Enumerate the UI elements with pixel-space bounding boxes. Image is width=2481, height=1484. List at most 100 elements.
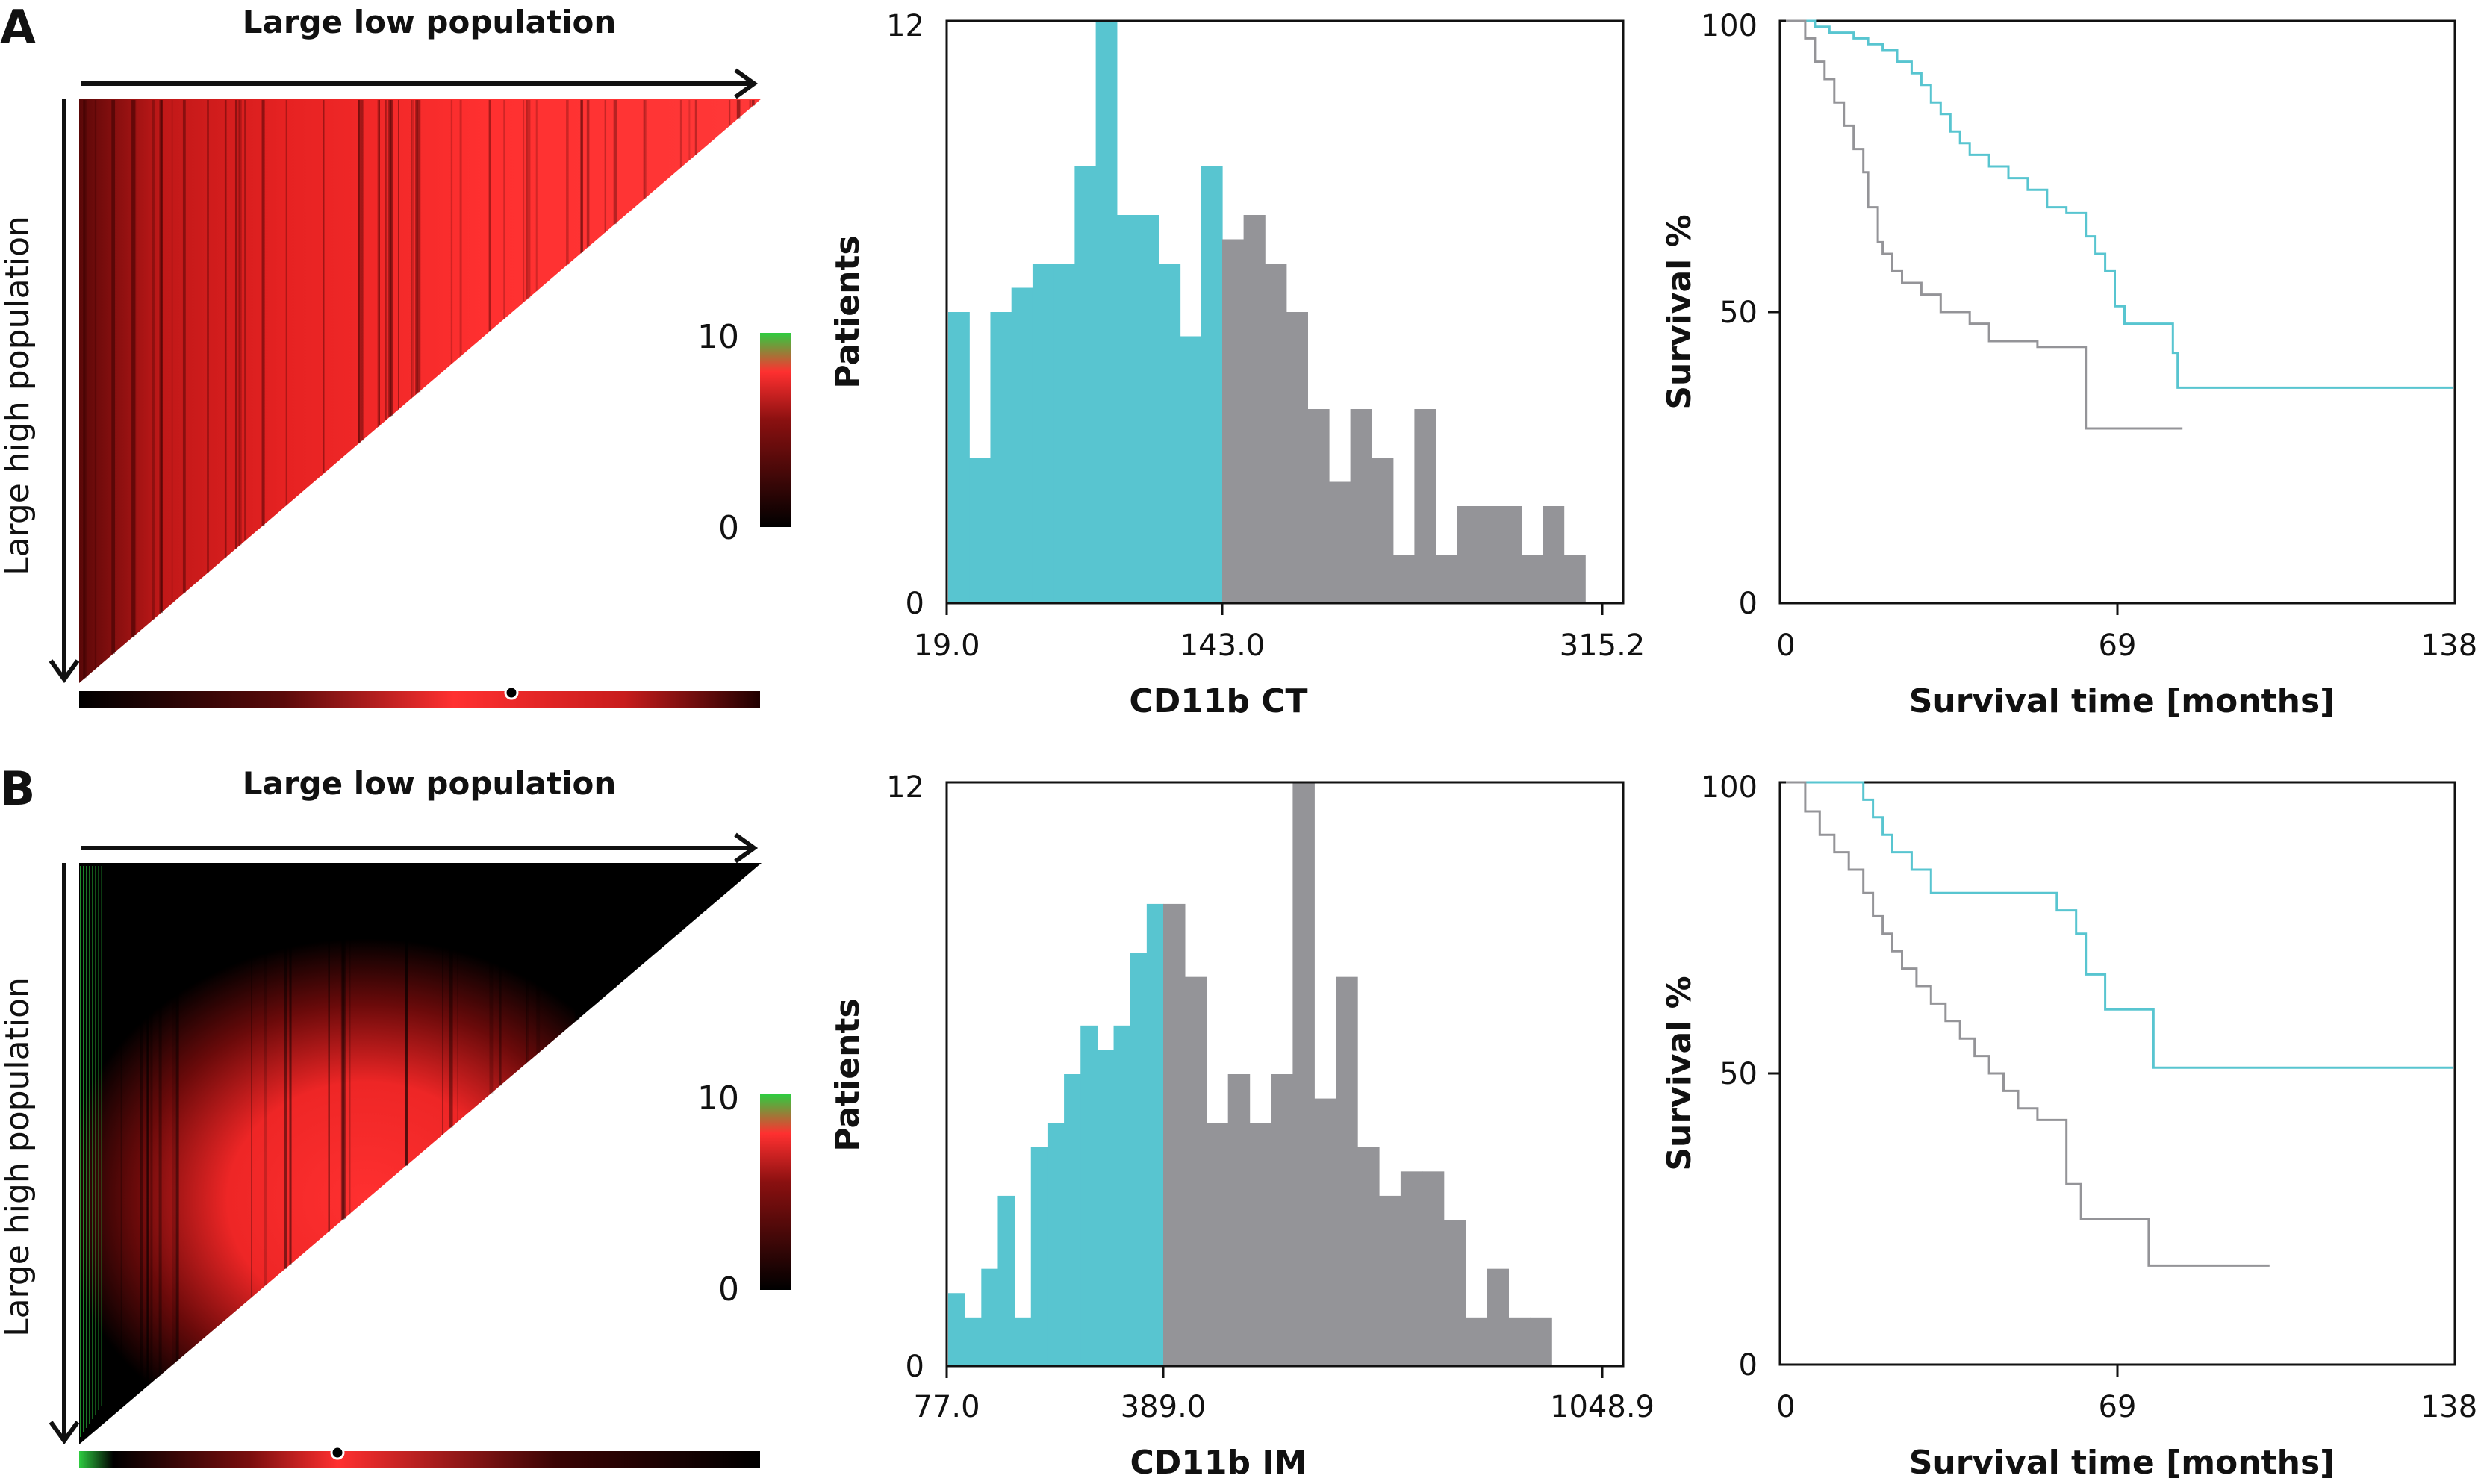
heatmap-b-triangle [79, 863, 762, 1444]
survival-curve-high [1786, 781, 2270, 1267]
survival-a-ytick: 0 [1739, 587, 1758, 621]
histogram-bar-below-cutoff [948, 312, 970, 603]
heatmap-b-scale-min: 0 [718, 1271, 739, 1309]
heatmap-b-colorscale [760, 1094, 791, 1290]
histogram-bar-above-cutoff [1487, 1268, 1509, 1366]
survival-a-curves [1786, 19, 2453, 430]
histogram-bar-below-cutoff [1130, 953, 1148, 1366]
survival-a-xtick: 138 [2421, 629, 2477, 663]
histogram-bar-above-cutoff [1521, 555, 1543, 603]
histogram-a-xtick: 143.0 [1180, 629, 1266, 663]
histogram-bar-below-cutoff [1138, 215, 1159, 603]
histogram-b: 12 0 Patients 77.0 389.0 1048.9 CD11b IM [829, 770, 1654, 1482]
histogram-bar-above-cutoff [1249, 1123, 1272, 1366]
histogram-bar-below-cutoff [948, 1293, 965, 1366]
histogram-bar-below-cutoff [1201, 166, 1223, 603]
histogram-bar-above-cutoff [1457, 506, 1479, 603]
histogram-b-ymin: 0 [906, 1350, 924, 1384]
histogram-bar-below-cutoff [1011, 287, 1033, 603]
heatmap-a-colorscale [760, 333, 791, 527]
histogram-a-ymax: 12 [886, 9, 924, 43]
heatmap-b-side-arrowhead [49, 1421, 80, 1445]
histogram-bar-below-cutoff [1180, 336, 1202, 603]
survival-b-curves [1786, 781, 2453, 1267]
histogram-bar-above-cutoff [1350, 409, 1372, 603]
histogram-bar-above-cutoff [1414, 409, 1436, 603]
histogram-bar-below-cutoff [1053, 264, 1075, 603]
histogram-bar-above-cutoff [1271, 1074, 1293, 1366]
histogram-b-xtick: 77.0 [913, 1390, 980, 1424]
histogram-bar-below-cutoff [1146, 903, 1164, 1366]
histogram-bar-above-cutoff [1436, 555, 1458, 603]
histogram-bar-below-cutoff [1032, 264, 1054, 603]
histogram-bar-above-cutoff [1336, 976, 1358, 1366]
histogram-bar-above-cutoff [1465, 1317, 1488, 1366]
heatmap-a-marker [504, 685, 519, 700]
histogram-bar-below-cutoff [1113, 1025, 1131, 1366]
heatmap-b-marker [330, 1445, 345, 1460]
heatmap-b-side-label: Large high population [0, 977, 37, 1337]
heatmap-b-top-arrowhead [734, 832, 759, 864]
survival-b-ylabel: Survival % [1660, 976, 1699, 1170]
histogram-a: 12 0 Patients 19.0 143.0 315.2 CD11b CT [829, 9, 1645, 720]
histogram-a-xlabel: CD11b CT [1129, 682, 1307, 720]
histogram-bar-below-cutoff [1014, 1317, 1032, 1366]
heatmap-a-top-arrowhead [734, 68, 759, 99]
survival-b-ytick: 100 [1701, 770, 1758, 805]
histogram-bar-below-cutoff [1095, 21, 1118, 603]
heatmap-a-triangle [79, 99, 762, 683]
histogram-bar-above-cutoff [1307, 409, 1330, 603]
survival-a: 100 50 0 Survival % 0 69 138 Survival ti… [1660, 9, 2477, 720]
survival-b-ytick: 50 [1719, 1057, 1758, 1091]
panel-a: A Large low population Large high popula… [0, 0, 2477, 720]
histogram-bar-above-cutoff [1357, 1147, 1380, 1366]
histogram-bar-above-cutoff [1286, 312, 1308, 603]
histogram-bar-above-cutoff [1563, 555, 1586, 603]
heatmap-b-strip [79, 1451, 760, 1468]
survival-b-xtick: 69 [2099, 1390, 2137, 1424]
histogram-bar-below-cutoff [981, 1268, 999, 1366]
histogram-b-bars [948, 782, 1552, 1366]
histogram-bar-above-cutoff [1222, 239, 1245, 603]
heatmap-a: Large low population Large high populati… [0, 4, 791, 708]
histogram-bar-above-cutoff [1543, 506, 1565, 603]
histogram-bar-below-cutoff [1064, 1074, 1081, 1366]
histogram-a-ymin: 0 [906, 587, 924, 621]
histogram-b-xtick: 1048.9 [1550, 1390, 1654, 1424]
heatmap-b: Large low population Large high populati… [0, 765, 791, 1468]
histogram-bar-above-cutoff [1422, 1171, 1445, 1366]
histogram-b-frame [945, 781, 1625, 1368]
panel-b: B Large low population Large high popula… [0, 761, 2477, 1482]
survival-b-xlabel: Survival time [months] [1909, 1444, 2335, 1482]
histogram-bar-above-cutoff [1292, 782, 1315, 1366]
histogram-bar-below-cutoff [1030, 1147, 1048, 1366]
histogram-bar-above-cutoff [1372, 458, 1394, 603]
heatmap-a-strip [79, 691, 760, 708]
histogram-b-xtick: 389.0 [1121, 1390, 1207, 1424]
histogram-b-xlabel: CD11b IM [1130, 1444, 1307, 1482]
histogram-bar-above-cutoff [1499, 506, 1522, 603]
histogram-a-frame [945, 19, 1625, 605]
survival-curve-low [1786, 781, 2453, 1069]
survival-a-xtick: 0 [1776, 629, 1795, 663]
histogram-a-ylabel: Patients [829, 235, 867, 388]
histogram-bar-above-cutoff [1478, 506, 1501, 603]
histogram-bar-above-cutoff [1227, 1074, 1251, 1366]
heatmap-a-side-arrowhead [49, 659, 80, 684]
histogram-bar-below-cutoff [1097, 1050, 1115, 1366]
survival-b-xtick: 0 [1776, 1390, 1795, 1424]
histogram-bar-below-cutoff [1080, 1025, 1098, 1366]
survival-a-xlabel: Survival time [months] [1909, 682, 2335, 720]
histogram-bar-above-cutoff [1530, 1317, 1552, 1366]
heatmap-a-top-label: Large low population [243, 4, 617, 40]
survival-curve-high [1786, 19, 2183, 430]
histogram-bar-above-cutoff [1443, 1220, 1466, 1366]
histogram-bar-above-cutoff [1206, 1123, 1229, 1366]
panel-letter-a: A [0, 0, 36, 54]
survival-b-frame [1778, 781, 2456, 1366]
survival-a-xtick: 69 [2099, 629, 2137, 663]
histogram-bar-below-cutoff [1074, 166, 1097, 603]
histogram-a-bars [948, 21, 1586, 603]
heatmap-b-scale-max: 10 [697, 1079, 739, 1117]
